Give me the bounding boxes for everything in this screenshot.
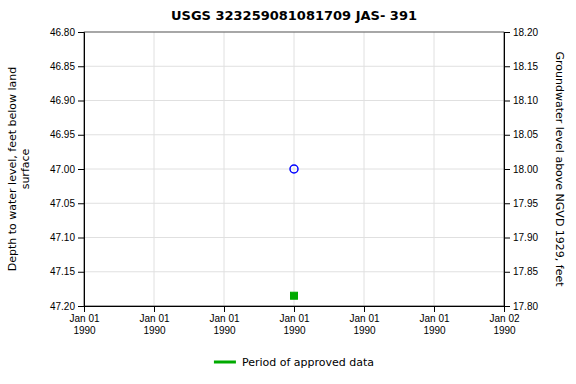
tick-mark (78, 101, 84, 102)
tick-mark (364, 306, 365, 312)
tick: Jan 011990 (279, 306, 309, 336)
tick-label: 18.15 (513, 61, 538, 72)
tick-label: Jan 011990 (69, 313, 99, 336)
tick-label: 17.80 (513, 301, 538, 312)
tick-label: Jan 011990 (279, 313, 309, 336)
y2-axis-label: Groundwater level above NGVD 1929, feet (553, 51, 566, 287)
tick-label: 47.05 (50, 198, 75, 209)
axis-line (505, 33, 511, 307)
tick-mark (504, 135, 510, 136)
marks (290, 165, 298, 299)
tick-label: 47.10 (50, 232, 75, 243)
tick-mark (78, 238, 84, 239)
tick-mark (78, 32, 84, 33)
title: USGS 323259081081709 JAS- 391 (171, 8, 417, 23)
tick-label: 46.95 (50, 129, 75, 140)
tick: 47.10 (50, 232, 84, 243)
tick-label: 17.90 (513, 232, 538, 243)
tick-label: Jan 011990 (419, 313, 449, 336)
tick: Jan 011990 (209, 306, 239, 336)
tick-label: 46.80 (50, 27, 75, 38)
plot: Jan 011990 Jan 011990 Jan 011990 Jan 011990… (6, 27, 566, 336)
tick-mark (504, 32, 510, 33)
chart: Jan 011990 Jan 011990 Jan 011990 Jan 011990… (0, 0, 576, 384)
legend-swatch (214, 361, 236, 364)
x-axis: Jan 011990 Jan 011990 Jan 011990 Jan 011990… (69, 306, 519, 336)
tick-label: 17.85 (513, 266, 538, 277)
tick-mark (504, 66, 510, 67)
tick-label: Jan 011990 (349, 313, 379, 336)
tick-mark (504, 306, 510, 307)
tick-mark (224, 306, 225, 312)
tick: 18.05 (504, 129, 538, 140)
grid-line (224, 32, 225, 306)
tick-label: Jan 011990 (209, 313, 239, 336)
tick: 18.20 (504, 27, 538, 38)
y2-axis: 18.20 18.15 18.10 18.05 18.00 17.95 17.90 17.85… (504, 27, 538, 312)
tick-label: 46.90 (50, 95, 75, 106)
tick-label: 18.20 (513, 27, 538, 38)
tick-mark (294, 306, 295, 312)
tick: Jan 011990 (349, 306, 379, 336)
tick: 46.85 (50, 61, 84, 72)
tick: 47.00 (50, 164, 84, 175)
tick: Jan 011990 (139, 306, 169, 336)
tick: 18.10 (504, 95, 538, 106)
tick-mark (154, 306, 155, 312)
tick: 47.05 (50, 198, 84, 209)
tick: 17.85 (504, 266, 538, 277)
tick-mark (78, 306, 84, 307)
tick: 46.80 (50, 27, 84, 38)
tick-mark (78, 169, 84, 170)
legend-label: Period of approved data (242, 356, 374, 369)
tick: 17.90 (504, 232, 538, 243)
tick-label: Jan 011990 (139, 313, 169, 336)
point (291, 292, 298, 299)
legend-item: Period of approved data (214, 356, 374, 369)
tick-mark (504, 272, 510, 273)
tick-label: 47.20 (50, 301, 75, 312)
axis-line (85, 307, 505, 313)
grid (84, 32, 504, 306)
tick-label: 18.10 (513, 95, 538, 106)
tick-label: 47.15 (50, 266, 75, 277)
tick: 46.90 (50, 95, 84, 106)
tick-mark (78, 203, 84, 204)
tick: 17.80 (504, 301, 538, 312)
tick: 17.95 (504, 198, 538, 209)
tick-mark (504, 203, 510, 204)
point (290, 165, 298, 173)
tick-label: 17.95 (513, 198, 538, 209)
y-axis: 46.80 46.85 46.90 46.95 47.00 47.05 47.10 47.15… (50, 27, 85, 312)
tick-mark (504, 238, 510, 239)
tick-mark (78, 135, 84, 136)
tick-mark (504, 101, 510, 102)
tick-mark (78, 66, 84, 67)
legend: Period of approved data (214, 356, 374, 369)
grid-line (434, 32, 435, 306)
tick-label: 18.05 (513, 129, 538, 140)
tick: 46.95 (50, 129, 84, 140)
tick: 47.20 (50, 301, 84, 312)
tick: Jan 011990 (419, 306, 449, 336)
y-axis-label: Depth to water level, feet below landsur… (6, 67, 32, 272)
tick: 47.15 (50, 266, 84, 277)
tick: 18.15 (504, 61, 538, 72)
grid-line (154, 32, 155, 306)
plot-frame (84, 32, 504, 306)
tick-mark (434, 306, 435, 312)
tick-mark (504, 169, 510, 170)
grid-line (294, 32, 295, 306)
tick-label: 47.00 (50, 164, 75, 175)
tick-label: 18.00 (513, 164, 538, 175)
axis-line (78, 33, 85, 307)
tick-label: Jan 021990 (489, 313, 519, 336)
tick-label: 46.85 (50, 61, 75, 72)
tick-mark (78, 272, 84, 273)
grid-line (364, 32, 365, 306)
tick: 18.00 (504, 164, 538, 175)
